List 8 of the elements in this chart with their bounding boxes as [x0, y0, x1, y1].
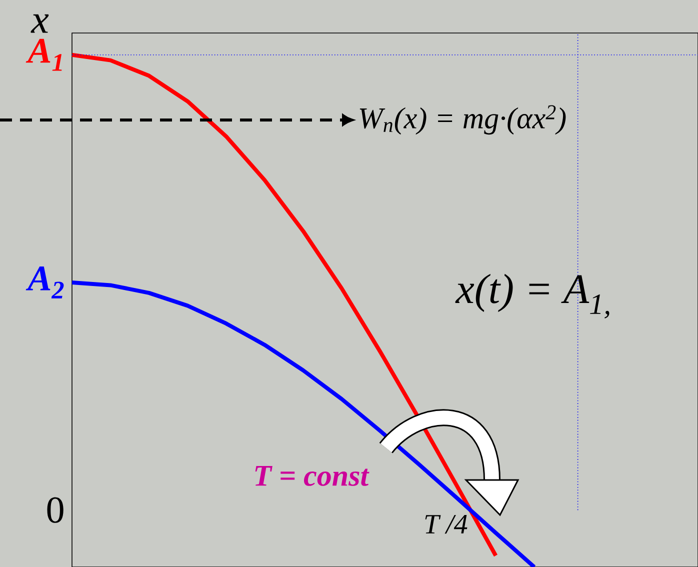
annotation: 0: [47, 497, 64, 523]
annotation: A$_{2}$: [26, 266, 64, 298]
y-axis-title: x: [30, 14, 49, 33]
annotation: W$_{n}$(x) = mg·(αx$^{2}$): [360, 105, 566, 135]
annotation: T /4: [425, 514, 468, 534]
annotation: T = const: [255, 466, 370, 486]
annotation: A$_{1}$: [26, 38, 62, 71]
annotation: x(t) = A$_{1,}$: [455, 274, 610, 318]
